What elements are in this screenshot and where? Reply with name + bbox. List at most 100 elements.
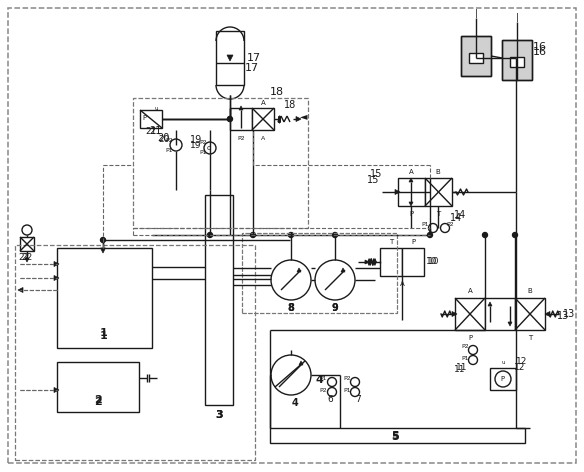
Bar xyxy=(461,36,491,76)
Text: A: A xyxy=(260,100,265,106)
Polygon shape xyxy=(452,312,457,317)
Text: 16: 16 xyxy=(533,42,547,52)
Circle shape xyxy=(315,260,355,300)
Text: 16: 16 xyxy=(533,47,547,57)
Bar xyxy=(490,368,516,390)
Circle shape xyxy=(22,225,32,235)
Text: A: A xyxy=(399,281,404,287)
Bar xyxy=(469,53,483,63)
Text: 17: 17 xyxy=(247,53,261,63)
Text: T: T xyxy=(389,239,393,245)
Polygon shape xyxy=(409,202,413,206)
Circle shape xyxy=(251,233,256,237)
Text: 15: 15 xyxy=(370,169,382,179)
Text: P2: P2 xyxy=(165,137,173,143)
Text: 3: 3 xyxy=(215,410,223,420)
Text: P2: P2 xyxy=(446,221,454,227)
Text: 5: 5 xyxy=(391,431,399,441)
Circle shape xyxy=(328,378,336,387)
Text: P: P xyxy=(500,376,504,382)
Polygon shape xyxy=(100,248,106,253)
Text: 10: 10 xyxy=(426,258,438,267)
Polygon shape xyxy=(409,178,413,182)
Polygon shape xyxy=(18,287,23,293)
Text: B: B xyxy=(527,288,533,294)
Text: u: u xyxy=(154,107,158,111)
Text: 11: 11 xyxy=(454,365,466,374)
Text: 12: 12 xyxy=(516,357,528,366)
Text: P2: P2 xyxy=(343,377,351,381)
Text: P: P xyxy=(411,239,415,245)
Text: P1: P1 xyxy=(343,388,351,393)
Polygon shape xyxy=(296,117,301,121)
Circle shape xyxy=(271,355,311,395)
Bar xyxy=(398,178,425,206)
Bar xyxy=(402,248,424,276)
Circle shape xyxy=(228,117,232,121)
Text: ◄: ◄ xyxy=(300,111,308,121)
Circle shape xyxy=(328,388,336,396)
Text: 1: 1 xyxy=(100,328,108,338)
Text: u: u xyxy=(501,360,505,364)
Text: P: P xyxy=(409,211,413,217)
Text: P2: P2 xyxy=(199,141,207,145)
Bar xyxy=(485,298,515,330)
Text: 22: 22 xyxy=(18,253,30,261)
Bar xyxy=(380,248,402,276)
Text: 9: 9 xyxy=(332,303,338,313)
Polygon shape xyxy=(365,260,369,264)
Text: 8: 8 xyxy=(287,303,294,313)
Text: 20: 20 xyxy=(158,135,170,144)
Polygon shape xyxy=(341,268,345,272)
Bar xyxy=(461,36,491,76)
Text: P2: P2 xyxy=(237,135,245,141)
Text: 21: 21 xyxy=(145,127,157,136)
Polygon shape xyxy=(25,258,29,262)
Text: A: A xyxy=(468,288,472,294)
Text: P2: P2 xyxy=(461,345,469,349)
Text: 6: 6 xyxy=(327,396,333,405)
Text: T: T xyxy=(528,335,532,341)
Circle shape xyxy=(204,142,216,154)
Polygon shape xyxy=(54,261,59,267)
Text: 15: 15 xyxy=(367,175,379,185)
Text: 13: 13 xyxy=(563,309,575,319)
Circle shape xyxy=(271,260,311,300)
Circle shape xyxy=(170,139,182,151)
Text: 18: 18 xyxy=(284,100,296,110)
Text: 3: 3 xyxy=(215,410,223,420)
Bar xyxy=(15,245,255,460)
Circle shape xyxy=(468,355,478,364)
Bar xyxy=(455,298,485,330)
Bar xyxy=(57,362,139,412)
Text: 2: 2 xyxy=(94,395,102,405)
Text: 8: 8 xyxy=(287,303,294,313)
Bar xyxy=(502,40,532,80)
Text: P1: P1 xyxy=(421,221,429,227)
Circle shape xyxy=(288,233,294,237)
Text: 9: 9 xyxy=(332,303,338,313)
Circle shape xyxy=(350,388,360,396)
Text: P: P xyxy=(468,335,472,341)
Text: 5: 5 xyxy=(391,432,399,442)
Circle shape xyxy=(332,233,338,237)
Polygon shape xyxy=(227,55,233,61)
Polygon shape xyxy=(299,361,303,365)
Circle shape xyxy=(350,378,360,387)
Text: 4: 4 xyxy=(315,375,323,385)
Text: 12: 12 xyxy=(515,363,526,372)
Circle shape xyxy=(100,237,106,243)
Text: o: o xyxy=(207,145,211,151)
Text: P: P xyxy=(142,115,146,121)
Text: 13: 13 xyxy=(557,311,569,321)
Bar xyxy=(133,98,308,228)
Circle shape xyxy=(513,233,517,237)
Polygon shape xyxy=(508,322,512,326)
Text: 18: 18 xyxy=(270,87,284,97)
Text: P1: P1 xyxy=(165,147,173,152)
Polygon shape xyxy=(545,312,550,317)
Polygon shape xyxy=(297,268,301,272)
Polygon shape xyxy=(54,388,59,393)
Text: P2: P2 xyxy=(319,388,327,393)
Text: 19: 19 xyxy=(190,141,201,150)
